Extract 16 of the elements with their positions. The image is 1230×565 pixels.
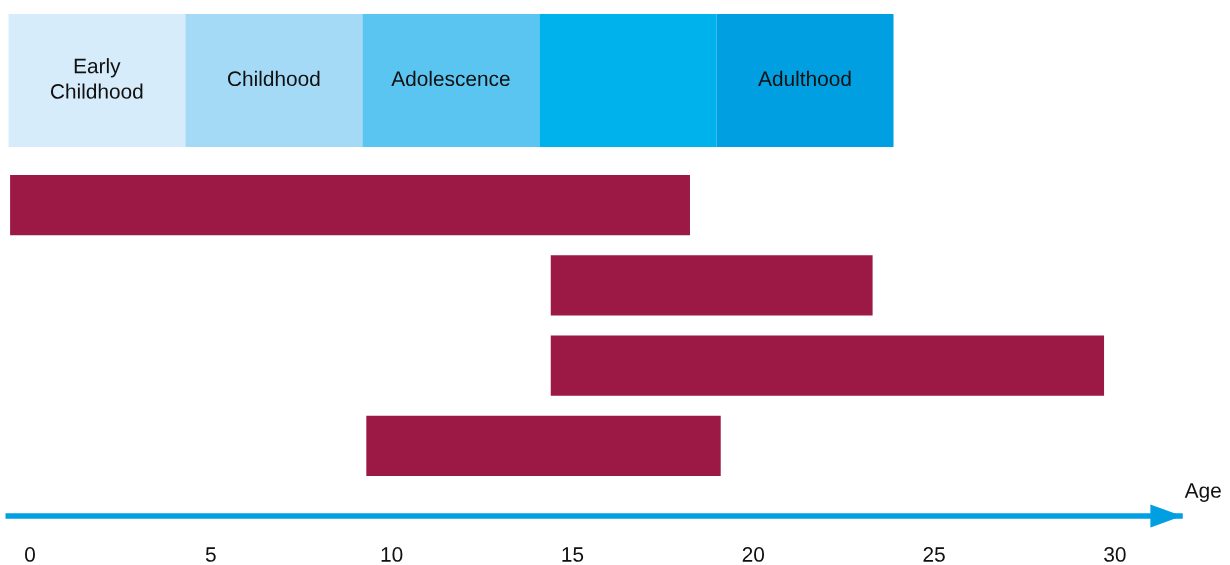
x-tick-label: 25 <box>923 547 945 562</box>
category-label: Adolescence <box>391 70 510 87</box>
bar <box>10 175 690 236</box>
category-label: Early Childhood <box>50 58 143 99</box>
x-axis-title: Age <box>1184 483 1221 502</box>
category-label: Childhood <box>228 70 320 87</box>
bar <box>550 255 873 316</box>
x-tick-label: 0 <box>25 547 35 562</box>
x-tick-label: 30 <box>1104 547 1126 562</box>
x-tick-label: 15 <box>562 547 584 562</box>
x-tick-label: 5 <box>205 547 216 562</box>
bar <box>550 335 1105 396</box>
bar <box>366 415 721 476</box>
x-tick-label: 10 <box>381 547 403 562</box>
x-tick-label: 20 <box>742 547 765 562</box>
category-label: Adulthood <box>758 70 851 87</box>
